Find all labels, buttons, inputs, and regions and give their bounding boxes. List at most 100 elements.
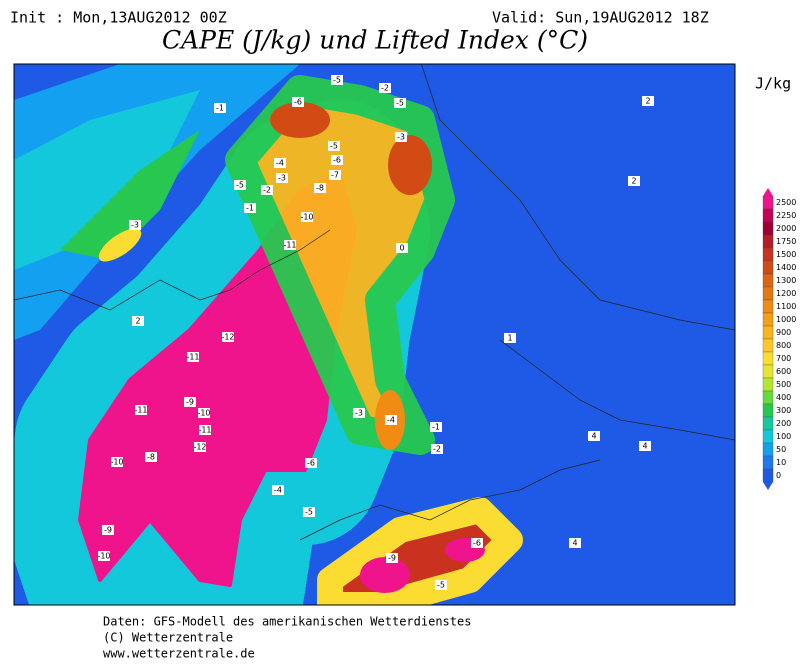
- colorbar-label: 0: [776, 471, 781, 480]
- contour-label-box: [272, 485, 284, 495]
- contour-label-box: [132, 316, 144, 326]
- contour-label: -1: [216, 104, 224, 113]
- colorbar-swatch: [762, 221, 774, 236]
- colorbar-swatch: [762, 403, 774, 418]
- contour-label: -10: [197, 409, 210, 418]
- contour-label-box: [284, 240, 296, 250]
- contour-label: -11: [134, 406, 147, 415]
- contour-label: -8: [147, 453, 155, 462]
- contour-label: -6: [294, 98, 302, 107]
- contour-label: 4: [642, 442, 647, 451]
- colorbar-label: 100: [776, 432, 791, 441]
- colorbar-label: 1000: [776, 315, 796, 324]
- contour-label-box: [292, 97, 304, 107]
- contour-label-box: [588, 431, 600, 441]
- contour-label: -1: [246, 204, 254, 213]
- contour-label: -4: [387, 416, 395, 425]
- contour-label: -5: [437, 581, 445, 590]
- colorbar-label: 1750: [776, 237, 796, 246]
- colorbar-swatch: [762, 390, 774, 405]
- contour-label: -5: [396, 99, 404, 108]
- contour-label: -12: [221, 333, 234, 342]
- contour-label: -3: [355, 409, 363, 418]
- colorbar-swatch: [762, 247, 774, 262]
- contour-label: -9: [388, 554, 396, 563]
- contour-label-box: [129, 220, 141, 230]
- unit-label: J/kg: [755, 75, 791, 93]
- contour-label-box: [569, 538, 581, 548]
- contour-label-box: [329, 170, 341, 180]
- contour-label-box: [353, 408, 365, 418]
- colorbar-cap: [763, 188, 773, 196]
- contour-label-box: [435, 580, 447, 590]
- colorbar-label: 2500: [776, 198, 796, 207]
- contour-label: -1: [432, 423, 440, 432]
- contour-label: -11: [283, 241, 296, 250]
- colorbar-cap: [763, 482, 773, 490]
- colorbar-swatch: [762, 468, 774, 483]
- colorbar-swatch: [762, 377, 774, 392]
- colorbar-swatch: [762, 442, 774, 457]
- colorbar-label: 50: [776, 445, 786, 454]
- contour-label-box: [194, 442, 206, 452]
- colorbar-swatch: [762, 195, 774, 210]
- contour-label-box: [379, 83, 391, 93]
- contour-label: 2: [135, 317, 140, 326]
- colorbar-label: 500: [776, 380, 791, 389]
- colorbar-label: 1100: [776, 302, 796, 311]
- contour-label: -5: [330, 142, 338, 151]
- contour-label-box: [314, 183, 326, 193]
- footer-line: Daten: GFS-Modell des amerikanischen Wet…: [103, 615, 471, 629]
- contour-label: -2: [381, 84, 389, 93]
- contour-label-box: [395, 132, 407, 142]
- contour-label: -2: [263, 186, 271, 195]
- contour-label-box: [102, 525, 114, 535]
- colorbar-swatch: [762, 416, 774, 431]
- contour-label: -11: [198, 426, 211, 435]
- colorbar-label: 1300: [776, 276, 796, 285]
- contour-label-box: [244, 203, 256, 213]
- contour-label: -9: [186, 398, 194, 407]
- contour-label: -2: [433, 445, 441, 454]
- contour-label: -7: [331, 171, 339, 180]
- contour-label-box: [184, 397, 196, 407]
- map: -1-5-6 -5-3-2-4-5-3-2-1-6-5-3-7-8-10-11-1…: [14, 64, 735, 605]
- contour-label-box: [145, 452, 157, 462]
- colorbar-swatch: [762, 312, 774, 327]
- contour-label: 1: [507, 334, 512, 343]
- contour-label-box: [276, 173, 288, 183]
- contour-label-box: [639, 441, 651, 451]
- colorbar-label: 200: [776, 419, 791, 428]
- contour-label-box: [386, 553, 398, 563]
- contour-label: -5: [305, 508, 313, 517]
- footer-line: www.wetterzentrale.de: [103, 647, 255, 661]
- colorbar-label: 1200: [776, 289, 796, 298]
- contour-label-box: [199, 425, 211, 435]
- colorbar-swatch: [762, 208, 774, 223]
- contour-label-box: [222, 332, 234, 342]
- contour-label: -6: [307, 459, 315, 468]
- colorbar-swatch: [762, 325, 774, 340]
- contour-label: -6: [473, 539, 481, 548]
- colorbar-swatch: [762, 351, 774, 366]
- contour-label: 2: [631, 177, 636, 186]
- contour-label-box: [328, 141, 340, 151]
- colorbar-label: 2250: [776, 211, 796, 220]
- contour-label-box: [261, 185, 273, 195]
- footer-line: (C) Wetterzentrale: [103, 631, 233, 645]
- contour-label: -4: [274, 486, 282, 495]
- valid-time: Valid: Sun,19AUG2012 18Z: [492, 9, 709, 27]
- contour-label-box: [303, 507, 315, 517]
- contour-label-box: [111, 457, 123, 467]
- contour-label-box: [430, 422, 442, 432]
- colorbar-label: 800: [776, 341, 791, 350]
- contour-label: 4: [572, 539, 577, 548]
- contour-label-box: [187, 352, 199, 362]
- colorbar-label: 1500: [776, 250, 796, 259]
- contour-label: -5: [236, 181, 244, 190]
- contour-label: -5: [333, 76, 341, 85]
- contour-label-box: [234, 180, 246, 190]
- contour-label-box: [331, 155, 343, 165]
- contour-label: -9: [104, 526, 112, 535]
